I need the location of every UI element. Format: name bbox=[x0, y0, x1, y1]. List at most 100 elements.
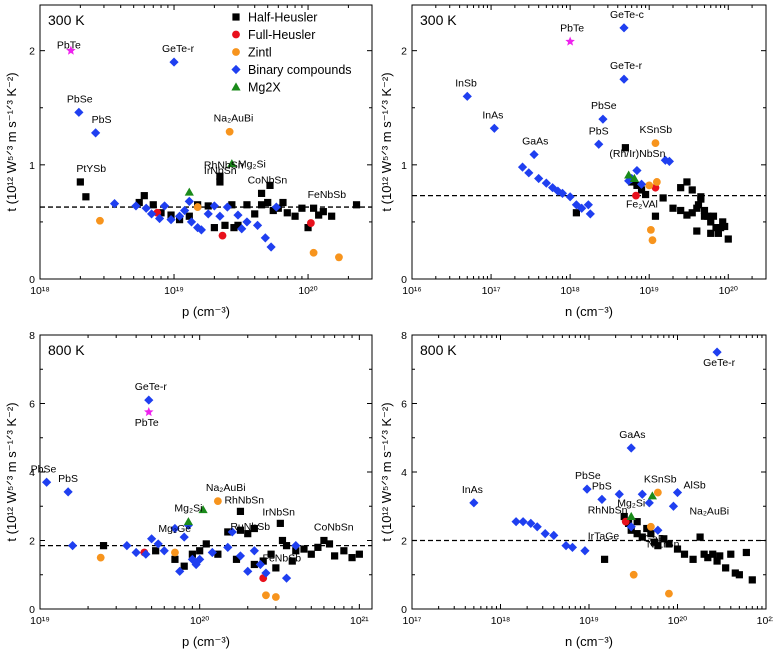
data-point-binary bbox=[249, 546, 259, 556]
data-point-half_heusler bbox=[140, 192, 148, 200]
data-point-binary bbox=[571, 200, 581, 210]
data-point-half_heusler bbox=[651, 212, 660, 220]
data-point-binary bbox=[291, 541, 301, 551]
data-point-half_heusler bbox=[288, 557, 296, 565]
data-point-half_heusler bbox=[214, 550, 222, 558]
data-point-half_heusler bbox=[310, 204, 318, 212]
series-pbte_star bbox=[66, 45, 76, 55]
data-point-binary bbox=[469, 498, 479, 508]
point-annotation: GaAs bbox=[522, 136, 548, 148]
x-tick-label: 10¹⁹ bbox=[579, 615, 599, 627]
y-tick-label: 8 bbox=[401, 330, 407, 342]
x-tick-label: 10¹⁸ bbox=[560, 285, 580, 297]
point-annotation: PbTe bbox=[57, 40, 81, 52]
data-point-binary bbox=[281, 573, 292, 583]
data-point-binary bbox=[243, 566, 253, 576]
series-pbte_star bbox=[565, 36, 575, 46]
point-annotation: GeTe-c bbox=[610, 9, 644, 21]
point-annotation: FeNbSb bbox=[263, 553, 302, 565]
data-point-zintl bbox=[335, 253, 343, 262]
data-point-half_heusler bbox=[244, 530, 252, 538]
data-point-half_heusler bbox=[331, 552, 339, 560]
data-point-half_heusler bbox=[572, 209, 580, 217]
data-point-binary bbox=[632, 165, 642, 176]
data-point-binary bbox=[580, 546, 590, 556]
point-annotation: InAs bbox=[482, 109, 503, 121]
data-point-half_heusler bbox=[683, 211, 691, 219]
data-point-binary bbox=[664, 156, 674, 167]
data-point-binary bbox=[131, 547, 141, 558]
data-point-half_heusler bbox=[633, 181, 641, 189]
data-point-half_heusler bbox=[650, 538, 659, 546]
legend-label-mg2x: Mg2X bbox=[248, 81, 281, 95]
data-point-binary bbox=[567, 542, 578, 552]
data-point-half_heusler bbox=[251, 210, 259, 218]
series-binary bbox=[74, 57, 281, 252]
data-point-half_heusler bbox=[272, 564, 280, 572]
data-point-zintl bbox=[646, 522, 655, 531]
data-point-binary bbox=[526, 518, 536, 528]
panel-p800: 10¹⁹ 10²⁰ 10²¹ 0 2 4 6 8 p (cm⁻³) t (10¹² W⁵ᐟ³ m … bbox=[4, 330, 373, 649]
data-point-zintl bbox=[629, 570, 638, 579]
data-point-binary bbox=[524, 168, 534, 178]
series-zintl bbox=[96, 497, 280, 601]
data-point-zintl bbox=[271, 593, 280, 601]
data-point-binary bbox=[582, 484, 592, 494]
data-point-binary bbox=[541, 178, 551, 188]
data-point-half_heusler bbox=[243, 201, 251, 209]
series-mg2x bbox=[624, 170, 640, 182]
data-point-binary bbox=[63, 487, 73, 497]
data-point-binary bbox=[668, 501, 679, 511]
data-point-half_heusler bbox=[633, 518, 641, 526]
point-annotation: GaAs bbox=[619, 429, 645, 441]
data-point-half_heusler bbox=[700, 212, 709, 220]
point-annotation: PbS bbox=[92, 114, 112, 126]
data-point-binary bbox=[169, 57, 179, 67]
legend-label-full_heusler: Full-Heusler bbox=[248, 28, 315, 42]
data-point-binary bbox=[237, 224, 247, 234]
point-annotation: PbS bbox=[589, 125, 609, 137]
series-half_heusler bbox=[76, 172, 361, 232]
data-point-full_heusler bbox=[632, 191, 640, 200]
x-axis-title: p (cm⁻³) bbox=[182, 634, 230, 649]
data-point-binary bbox=[215, 211, 225, 221]
data-point-half_heusler bbox=[700, 550, 708, 558]
point-annotation: RuNbSb bbox=[230, 521, 270, 533]
x-axis-title: p (cm⁻³) bbox=[182, 304, 230, 319]
y-tick-label: 0 bbox=[401, 274, 407, 286]
data-point-half_heusler bbox=[320, 536, 328, 545]
panel-title: 800 K bbox=[48, 342, 85, 358]
data-point-half_heusler bbox=[257, 201, 266, 209]
legend-label-half_heusler: Half-Heusler bbox=[248, 11, 317, 25]
data-point-half_heusler bbox=[216, 172, 224, 180]
data-point-half_heusler bbox=[352, 201, 361, 209]
y-axis-title: t (10¹² W⁵ᐟ³ m s⁻¹ᐟ³ K⁻²) bbox=[4, 402, 19, 541]
point-annotation: PbTe bbox=[135, 417, 159, 429]
data-point-half_heusler bbox=[722, 564, 730, 572]
data-point-half_heusler bbox=[135, 198, 143, 207]
data-point-binary bbox=[180, 205, 190, 216]
data-point-half_heusler bbox=[196, 547, 204, 555]
legend-marker-binary bbox=[231, 64, 241, 75]
data-point-mg2x bbox=[626, 511, 636, 520]
point-annotation: Mg₂Si bbox=[174, 503, 202, 515]
data-point-half_heusler bbox=[202, 540, 210, 548]
series-mg2x bbox=[184, 159, 237, 196]
data-point-binary bbox=[266, 242, 276, 252]
data-point-binary bbox=[636, 179, 647, 189]
data-point-binary bbox=[585, 209, 595, 219]
data-point-binary bbox=[534, 173, 544, 184]
x-tick-label: 10²¹ bbox=[350, 615, 369, 627]
point-annotation: PtYSb bbox=[76, 163, 106, 175]
legend-marker-half_heusler bbox=[232, 13, 240, 21]
point-annotation: GeTe-r bbox=[610, 60, 643, 72]
data-point-pbte_star bbox=[66, 45, 76, 55]
legend-marker-mg2x bbox=[231, 82, 241, 91]
data-point-half_heusler bbox=[731, 569, 739, 577]
data-point-half_heusler bbox=[259, 557, 267, 565]
data-point-half_heusler bbox=[643, 524, 651, 533]
data-point-half_heusler bbox=[621, 144, 630, 152]
y-tick-label: 4 bbox=[29, 467, 35, 479]
data-point-half_heusler bbox=[721, 222, 729, 231]
